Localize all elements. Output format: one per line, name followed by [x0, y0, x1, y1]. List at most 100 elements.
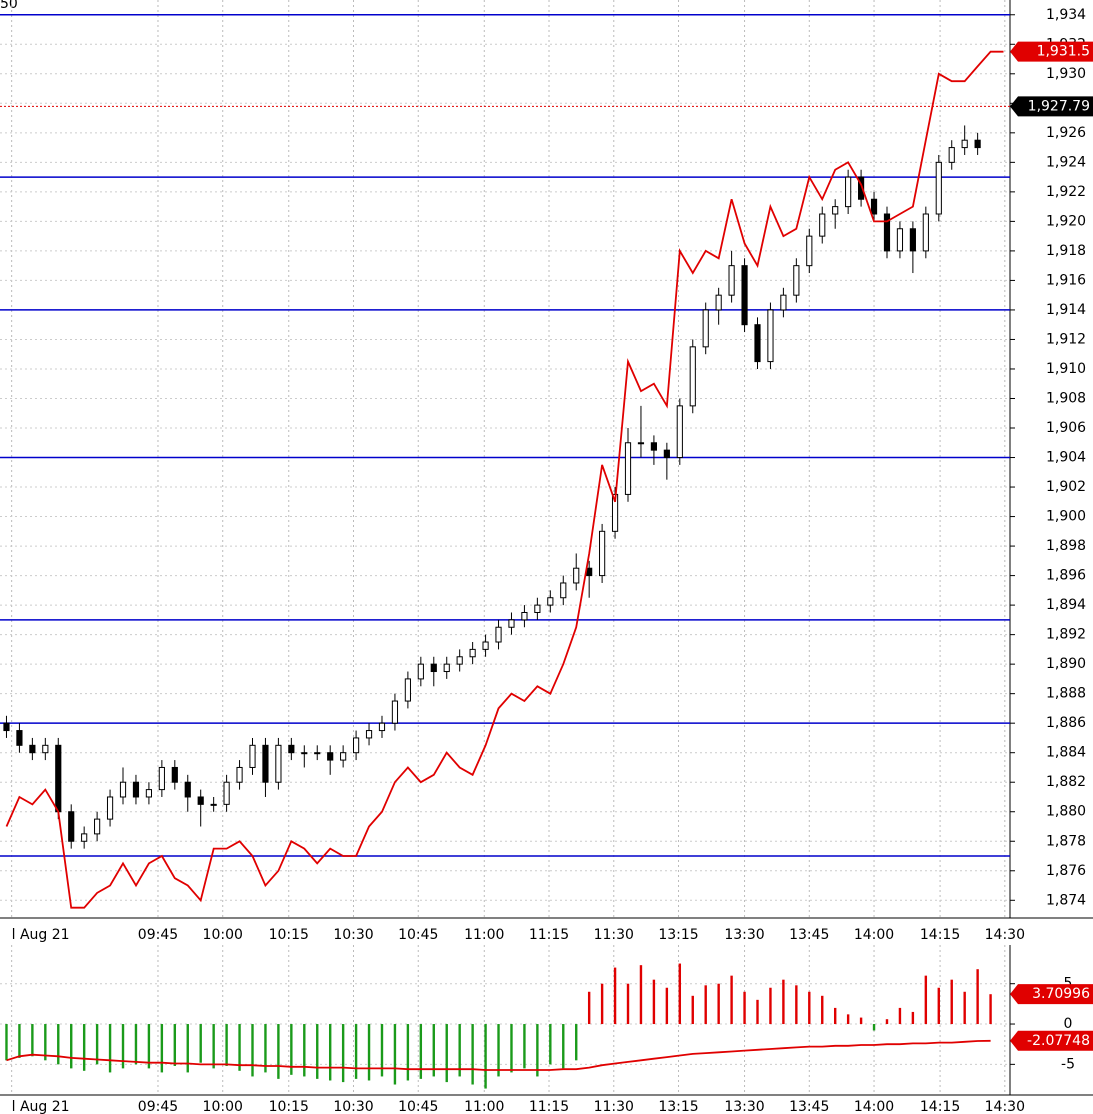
x-tick-label: 14:00 — [854, 1099, 894, 1114]
candle-body — [845, 176, 852, 208]
candle-body — [508, 619, 515, 628]
histogram-bar — [769, 987, 772, 1025]
x-tick-label: 10:30 — [333, 1099, 373, 1114]
candle-body — [676, 405, 683, 459]
histogram-bar — [31, 1024, 34, 1057]
histogram-bar — [898, 1007, 902, 1025]
y-tick-label: 1,930 — [1046, 66, 1086, 82]
histogram-bar — [678, 963, 682, 1025]
y-tick-label: 1,916 — [1046, 272, 1086, 288]
histogram-bar — [652, 979, 656, 1025]
histogram-bar — [147, 1024, 151, 1069]
y-tick-label: 1,886 — [1046, 715, 1086, 731]
histogram-bar — [70, 1024, 73, 1069]
histogram-bar — [367, 1024, 371, 1081]
y-tick-label: 1,934 — [1046, 7, 1086, 23]
x-tick-label: 13:15 — [658, 1099, 698, 1114]
y-tick-label: 5 — [1064, 976, 1073, 992]
histogram-bar — [497, 1024, 500, 1077]
histogram-bar — [251, 1024, 254, 1077]
y-tick-label: 1,918 — [1046, 243, 1086, 259]
candle-body — [327, 752, 334, 761]
y-tick-label: 1,888 — [1046, 686, 1086, 702]
histogram-bar — [562, 1024, 565, 1069]
candle-body — [637, 442, 645, 445]
histogram-bar — [134, 1024, 138, 1065]
value-tag-label: 3.70996 — [1032, 986, 1090, 1002]
histogram-bar — [924, 975, 928, 1025]
y-tick-label: 1,878 — [1046, 833, 1086, 849]
y-tick-label: 1,912 — [1046, 331, 1086, 347]
histogram-bar — [264, 1024, 267, 1073]
x-tick-label: 10:45 — [398, 1099, 438, 1114]
corner-label: 50 — [0, 0, 18, 12]
y-tick-label: 1,894 — [1046, 597, 1086, 613]
candle-body — [521, 611, 528, 621]
candle-body — [417, 663, 424, 680]
candle-body — [55, 744, 62, 813]
candle-body — [353, 737, 360, 754]
x-tick-label: 14:30 — [985, 927, 1025, 943]
histogram-bar — [458, 1024, 461, 1077]
histogram-bar — [846, 1014, 850, 1025]
y-tick-label: 1,882 — [1046, 774, 1086, 790]
histogram-bar — [911, 1011, 915, 1025]
x-tick-label: 10:45 — [398, 927, 438, 943]
histogram-bar — [354, 1024, 358, 1079]
histogram-bar — [756, 999, 759, 1025]
y-tick-label: 1,906 — [1046, 420, 1086, 436]
histogram-bar — [186, 1024, 189, 1073]
candle-body — [132, 781, 140, 798]
candle-body — [391, 700, 399, 724]
candle-body — [158, 766, 165, 791]
candle-body — [780, 294, 787, 311]
value-tag-label: 1,931.5 — [1037, 44, 1090, 60]
candle-body — [754, 324, 761, 363]
y-tick-label: 1,902 — [1046, 479, 1086, 495]
candle-body — [650, 442, 657, 451]
histogram-bar — [872, 1024, 876, 1031]
histogram-bar — [290, 1024, 293, 1075]
candle-body — [16, 730, 23, 746]
candle-body — [573, 567, 580, 584]
value-tag-label: 1,927.79 — [1028, 98, 1090, 114]
histogram-bar — [950, 979, 953, 1025]
x-tick-label: 13:30 — [724, 927, 764, 943]
histogram-bar — [160, 1024, 164, 1073]
y-tick-label: 1,892 — [1046, 627, 1086, 643]
histogram-bar — [989, 994, 992, 1025]
histogram-bar — [18, 1024, 21, 1058]
histogram-bar — [937, 987, 940, 1025]
histogram-bar — [328, 1024, 332, 1081]
x-tick-label: 14:00 — [854, 927, 894, 943]
y-tick-label: 1,880 — [1046, 804, 1086, 820]
x-tick-label: 10:30 — [333, 927, 373, 943]
x-tick-label: 13:45 — [789, 1099, 829, 1114]
candle-body — [29, 744, 36, 754]
candle-body — [68, 811, 75, 842]
candle-body — [624, 442, 632, 495]
candle-body — [223, 781, 230, 805]
y-tick-label: 1,900 — [1046, 509, 1086, 525]
y-tick-label: 1,910 — [1046, 361, 1086, 377]
candle-body — [715, 294, 722, 311]
histogram-bar — [432, 1024, 435, 1077]
histogram-bar — [795, 985, 798, 1025]
candle-body — [210, 803, 217, 806]
candle-body — [547, 597, 554, 606]
line — [6, 1039, 991, 1071]
histogram-bar — [393, 1024, 397, 1085]
candle-body — [922, 213, 929, 252]
histogram-bar — [963, 991, 966, 1025]
candle-body — [171, 766, 178, 783]
candle-body — [858, 176, 865, 200]
candle-body — [42, 744, 49, 754]
x-tick-label: l Aug 21 — [12, 927, 70, 943]
histogram-bar — [238, 1024, 241, 1071]
value-tag — [1010, 96, 1093, 117]
value-tag — [1010, 41, 1093, 62]
candle-body — [3, 722, 10, 732]
candle-body — [249, 744, 256, 768]
y-tick-label: 1,922 — [1046, 184, 1086, 200]
